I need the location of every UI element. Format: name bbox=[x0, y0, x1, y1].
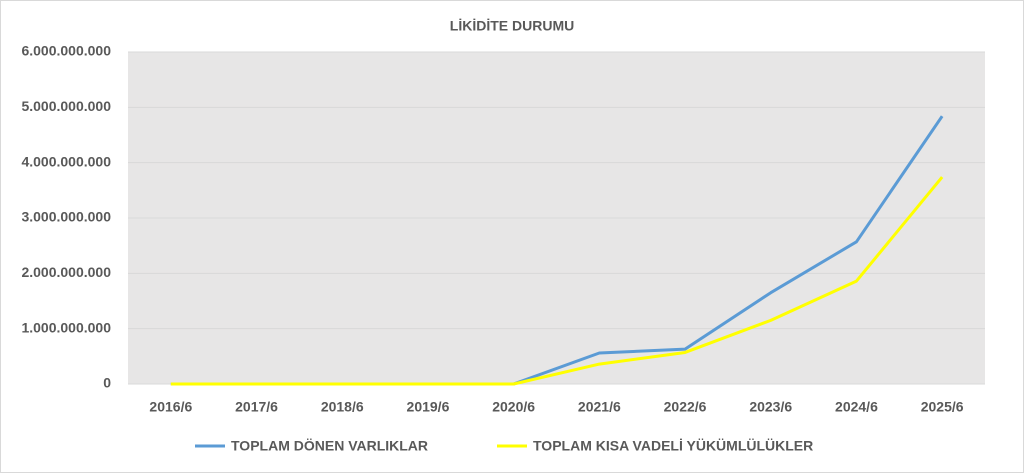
legend-label: TOPLAM DÖNEN VARLIKLAR bbox=[231, 438, 428, 454]
series-line bbox=[170, 176, 944, 386]
y-tick-label: 6.000.000.000 bbox=[21, 43, 111, 59]
x-tick-label: 2022/6 bbox=[664, 399, 707, 415]
y-tick-label: 1.000.000.000 bbox=[21, 319, 111, 335]
x-tick-label: 2020/6 bbox=[492, 399, 535, 415]
x-tick-label: 2017/6 bbox=[235, 399, 278, 415]
y-tick-label: 4.000.000.000 bbox=[21, 153, 111, 169]
y-tick-label: 0 bbox=[103, 375, 111, 391]
x-tick-label: 2018/6 bbox=[321, 399, 364, 415]
x-tick-label: 2025/6 bbox=[921, 399, 964, 415]
x-tick-label: 2019/6 bbox=[407, 399, 450, 415]
x-tick-label: 2023/6 bbox=[749, 399, 792, 415]
x-tick-label: 2016/6 bbox=[149, 399, 192, 415]
x-tick-label: 2021/6 bbox=[578, 399, 621, 415]
legend-label: TOPLAM KISA VADELİ YÜKÜMLÜLÜKLER bbox=[533, 438, 813, 454]
chart-title: LİKİDİTE DURUMU bbox=[450, 18, 574, 34]
y-tick-label: 3.000.000.000 bbox=[21, 209, 111, 225]
y-tick-label: 5.000.000.000 bbox=[21, 98, 111, 114]
x-tick-label: 2024/6 bbox=[835, 399, 878, 415]
y-tick-label: 2.000.000.000 bbox=[21, 264, 111, 280]
